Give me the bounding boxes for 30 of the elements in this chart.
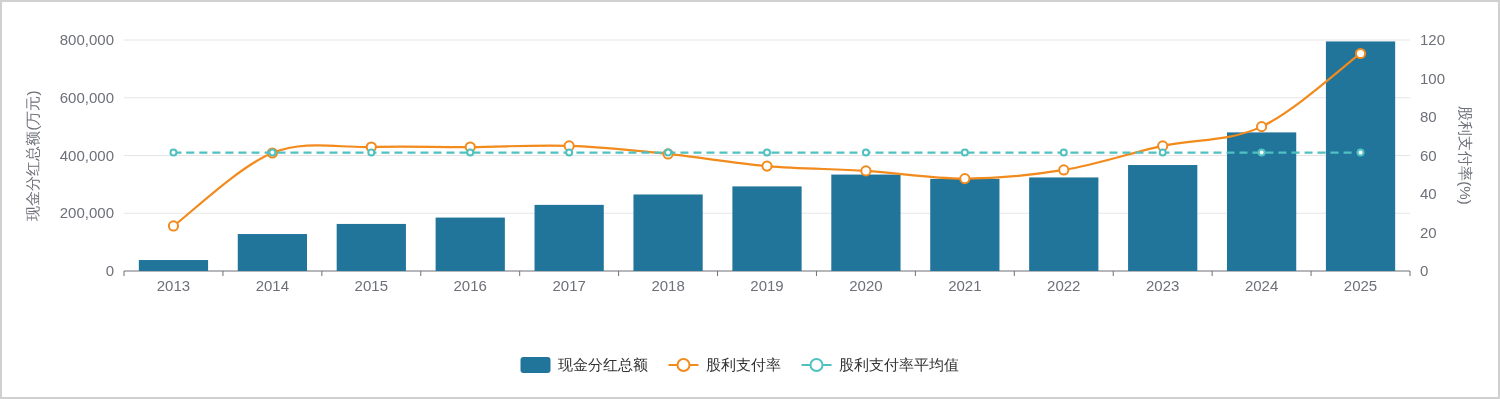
x-tick-label: 2023 (1146, 277, 1180, 294)
x-tick-label: 2018 (651, 277, 685, 294)
x-tick-label: 2024 (1244, 277, 1279, 294)
y2-tick-label: 120 (1420, 31, 1446, 48)
x-tick-label: 2016 (453, 277, 487, 294)
x-tick-label: 2013 (156, 277, 191, 294)
y2-tick-label: 60 (1420, 146, 1437, 164)
legend-label: 股利支付率 (705, 356, 781, 373)
y-axis-title: 现金分红总额(万元) (24, 90, 41, 221)
x-tick-label: 2014 (255, 277, 290, 294)
y-tick-label: 600,000 (59, 88, 114, 106)
x-tick-label: 2022 (1047, 277, 1081, 294)
x-tick-label: 2019 (750, 277, 784, 294)
x-tick-label: 2020 (849, 277, 883, 294)
y2-tick-label: 80 (1420, 108, 1437, 125)
legend-label: 现金分红总额 (557, 356, 648, 373)
x-tick-label: 2025 (1343, 277, 1378, 294)
y2-tick-label: 0 (1420, 262, 1429, 279)
y-tick-label: 200,000 (59, 204, 114, 222)
y-tick-label: 800,000 (59, 31, 114, 48)
x-tick-label: 2015 (354, 277, 388, 294)
y2-tick-label: 100 (1420, 69, 1446, 87)
x-tick-label: 2017 (552, 277, 586, 294)
legend-label: 股利支付率平均值 (838, 356, 959, 373)
y-tick-label: 0 (105, 262, 114, 279)
y2-tick-label: 40 (1420, 185, 1437, 202)
y2-axis-title: 股利支付率(%) (1457, 106, 1474, 205)
x-tick-label: 2021 (948, 277, 982, 294)
y-tick-label: 400,000 (59, 146, 114, 164)
y2-tick-label: 20 (1420, 223, 1437, 241)
